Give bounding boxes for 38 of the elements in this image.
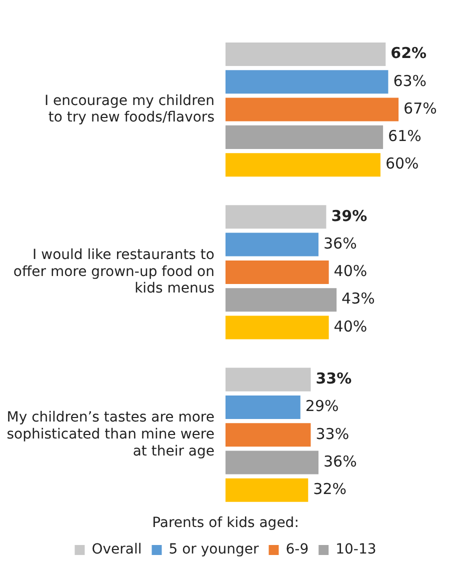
y-tick-label: My children’s tastes are more sophisticated than mine were at their age <box>6 410 214 460</box>
bar <box>226 395 300 419</box>
data-label: 36% <box>323 452 357 470</box>
legend-label: 10-13 <box>336 542 376 558</box>
bar <box>226 450 318 474</box>
legend-label: 6-9 <box>286 542 309 558</box>
bar <box>226 232 318 256</box>
bar <box>226 98 399 122</box>
bar <box>226 153 380 177</box>
y-tick-label: I encourage my children to try new foods/flavors <box>44 92 214 126</box>
bar <box>226 316 329 340</box>
data-label: 39% <box>331 206 368 225</box>
data-label: 36% <box>323 234 357 252</box>
bar <box>226 368 311 392</box>
data-label: 32% <box>313 480 346 498</box>
bar <box>226 42 386 66</box>
data-label: 40% <box>334 262 368 280</box>
bar <box>226 205 326 229</box>
bar <box>226 260 329 284</box>
data-label: 62% <box>390 44 427 62</box>
legend-label: Overall <box>92 542 142 558</box>
bar <box>226 125 384 149</box>
legend-title: Parents of kids aged: <box>152 514 299 531</box>
data-label: 40% <box>334 317 368 336</box>
y-tick-label: I would like restaurants to offer more grown-up food on kids menus <box>13 247 214 297</box>
data-label: 33% <box>316 424 350 443</box>
data-label: 29% <box>305 397 339 416</box>
legend-label: 5 or younger <box>168 542 259 558</box>
bar <box>226 478 308 502</box>
data-label: 43% <box>342 290 375 308</box>
bar <box>226 423 311 447</box>
data-label: 67% <box>404 99 437 118</box>
data-label: 33% <box>316 369 352 388</box>
data-label: 61% <box>388 127 422 146</box>
data-label: 63% <box>393 72 427 90</box>
bar <box>226 70 388 94</box>
data-label: 60% <box>385 154 419 173</box>
bar <box>226 288 337 312</box>
